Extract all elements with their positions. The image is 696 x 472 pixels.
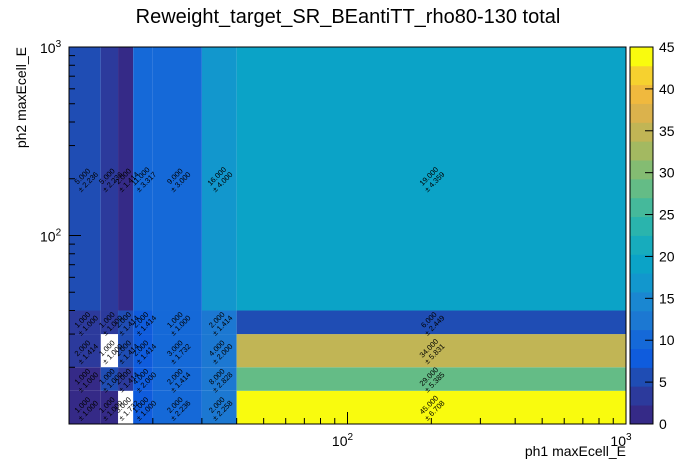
heatmap-cell xyxy=(152,47,202,311)
color-scale-ticks: 0 5 10 15 20 25 30 35 40 45 xyxy=(645,39,675,432)
heatmap-cell xyxy=(201,367,237,391)
chart-title: Reweight_target_SR_BEantiTT_rho80-130 to… xyxy=(136,6,561,28)
color-scale-segment xyxy=(630,292,653,312)
color-scale-segment xyxy=(630,367,653,387)
y-tick-label: 103 xyxy=(40,39,62,56)
color-scale-tick-label: 25 xyxy=(659,207,675,223)
x-tick-label: 103 xyxy=(610,432,632,449)
color-scale-segment xyxy=(630,197,653,218)
color-scale-segment xyxy=(630,47,653,67)
color-scale-segment xyxy=(630,254,653,274)
color-scale-bar xyxy=(629,46,654,425)
axis-ticks xyxy=(68,55,614,425)
heatmap-cell xyxy=(236,310,626,335)
axis-tick-labels: 102 103 102 103 xyxy=(40,39,632,449)
y-tick-label: 102 xyxy=(40,228,62,245)
heatmap-cell xyxy=(152,310,202,335)
color-scale-segment xyxy=(630,178,653,199)
heatmap-cell xyxy=(69,310,101,335)
heatmap-cell xyxy=(133,367,153,391)
color-scale-frame xyxy=(629,46,654,425)
color-scale-segment xyxy=(630,386,653,406)
heatmap-cell xyxy=(100,47,119,311)
heatmap-cell xyxy=(152,334,202,368)
heatmap-cell xyxy=(118,334,134,368)
color-scale-segment xyxy=(630,329,653,349)
heatmap-cell xyxy=(152,367,202,391)
heatmap-cell xyxy=(236,334,626,368)
heatmap-cell xyxy=(100,310,119,335)
heatmap-cell xyxy=(201,310,237,335)
color-scale-segment xyxy=(630,405,653,425)
heatmap-cell xyxy=(133,390,153,424)
color-scale-segment xyxy=(630,141,653,161)
heatmap-cell xyxy=(118,367,134,391)
color-scale-segment xyxy=(630,65,653,86)
y-axis-label: ph2 maxEcell_E xyxy=(13,47,29,148)
color-scale-segment xyxy=(630,84,653,104)
heatmap-cell xyxy=(152,390,202,424)
heatmap-cell xyxy=(201,334,237,368)
heatmap-cell xyxy=(69,390,101,424)
color-scale-segment xyxy=(630,103,653,123)
color-scale-tick-label: 5 xyxy=(659,374,667,390)
color-scale-tick-label: 15 xyxy=(659,290,675,306)
heatmap-cells xyxy=(69,47,626,424)
color-scale-tick-label: 0 xyxy=(659,416,667,432)
color-scale-segment xyxy=(630,235,653,255)
color-scale-tick-label: 40 xyxy=(659,81,675,97)
heatmap-cell xyxy=(201,390,237,424)
color-scale-tick-label: 10 xyxy=(659,332,675,348)
color-scale-segment xyxy=(630,160,653,180)
heatmap-cell xyxy=(133,310,153,335)
color-scale-tick-label: 45 xyxy=(659,39,675,55)
heatmap-cell xyxy=(118,47,134,311)
color-scale-tick-label: 35 xyxy=(659,123,675,139)
x-axis-label: ph1 maxEcell_E xyxy=(525,443,626,459)
x-tick-label: 102 xyxy=(332,432,354,449)
heatmap-cell xyxy=(133,334,153,368)
heatmap-cell xyxy=(69,367,101,391)
color-scale-segment xyxy=(630,216,653,236)
heatmap-cell xyxy=(100,367,119,391)
heatmap-cell xyxy=(100,390,119,424)
color-scale-segment xyxy=(630,310,653,331)
heatmap-cell xyxy=(133,47,153,311)
color-scale-segment xyxy=(630,273,653,293)
color-scale-segment xyxy=(630,122,653,142)
color-scale-tick-label: 30 xyxy=(659,165,675,181)
color-scale-tick-label: 20 xyxy=(659,248,675,264)
color-scale-segment xyxy=(630,348,653,368)
heatmap-cell xyxy=(236,47,626,311)
heatmap-cell xyxy=(118,310,134,335)
heatmap-cell xyxy=(201,47,237,311)
heatmap-cell xyxy=(69,334,101,368)
heatmap-cell xyxy=(236,367,626,391)
